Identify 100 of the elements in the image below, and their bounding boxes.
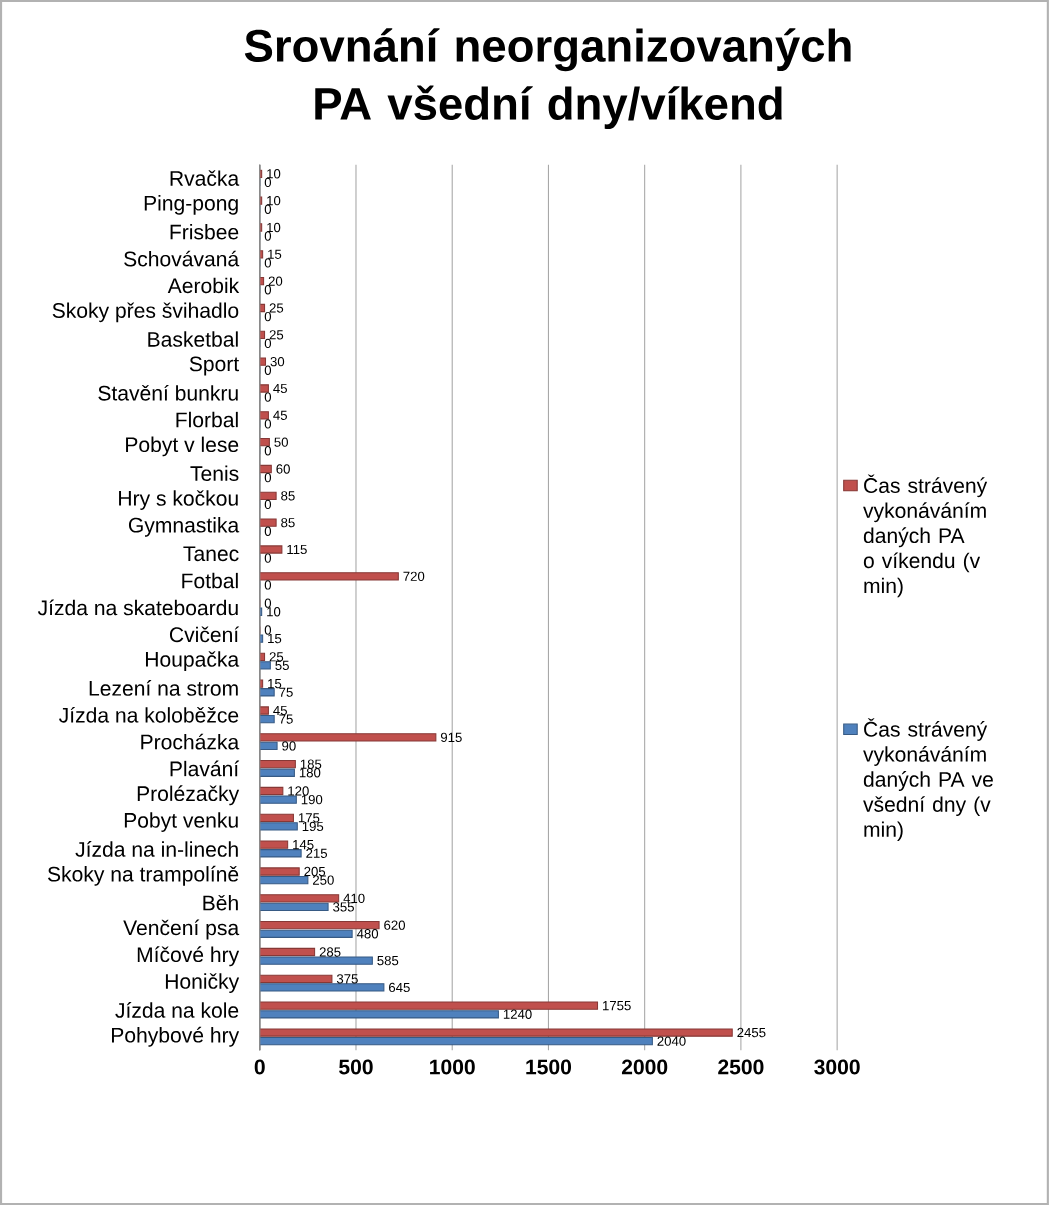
y-tick-label: Pobyt v lese [126, 436, 239, 457]
data-label: 0 [264, 204, 272, 214]
chart-title: Srovnání neorganizovaných PA všední dny/víkend [244, 28, 851, 130]
data-label: 285 [319, 947, 341, 957]
y-tick-label: Skoky přes švihadlo [52, 302, 239, 323]
y-tick-label: Pohybové hry [112, 1026, 240, 1047]
data-label: 215 [306, 848, 328, 858]
y-tick-label: Cvičení [170, 626, 240, 643]
x-tick-label: 0 [254, 1059, 265, 1075]
data-label: 55 [275, 660, 289, 671]
data-label: 0 [264, 419, 272, 429]
data-label: 205 [304, 866, 326, 877]
data-label: 0 [264, 258, 272, 268]
data-label: 2040 [657, 1036, 686, 1046]
data-label: 30 [270, 356, 285, 367]
y-tick-label: Lezení na strom [89, 680, 238, 696]
y-tick-label: Míčové hry [137, 946, 240, 967]
x-tick-label: 1500 [526, 1059, 572, 1075]
data-label: 15 [268, 679, 282, 689]
y-tick-label: Gymnastika [129, 517, 240, 537]
y-tick-label: Sport [189, 356, 240, 376]
data-label: 190 [301, 794, 323, 805]
data-label: 1755 [603, 1001, 631, 1011]
y-tick-label: Hry s kočkou [119, 490, 238, 510]
y-tick-label: Procházka [141, 733, 240, 750]
legend-label: Čas strávený vykonáváním daných PA ve všední dny (v min) [863, 718, 993, 842]
data-label: 25 [269, 652, 284, 662]
data-label: 25 [269, 303, 284, 313]
data-label: 10 [267, 195, 281, 206]
data-label: 0 [264, 177, 272, 188]
y-tick-label: Jízda na in-linech [75, 841, 238, 857]
y-tick-label: Honičky [166, 973, 240, 994]
data-label: 120 [288, 786, 309, 796]
data-label: 45 [273, 383, 288, 394]
data-label: 0 [264, 625, 272, 635]
y-tick-label: Běh [203, 894, 238, 911]
y-tick-label: Plavání [170, 760, 240, 777]
data-label: 0 [264, 526, 272, 536]
data-label: 175 [298, 813, 320, 823]
y-tick-label: Prolézačky [137, 785, 240, 806]
y-tick-label: Houpačka [146, 651, 240, 671]
legend-label: Čas strávený vykonáváním daných PA o víkendu (v min) [863, 474, 988, 598]
data-label: 0 [264, 472, 272, 483]
data-label: 195 [302, 821, 324, 832]
data-label: 180 [299, 768, 321, 778]
data-label: 10 [267, 169, 281, 179]
data-label: 0 [264, 446, 272, 456]
x-tick-label: 500 [339, 1059, 373, 1075]
data-label: 250 [313, 875, 334, 885]
x-tick-label: 1000 [430, 1059, 475, 1075]
y-tick-label: Venčení psa [123, 919, 240, 940]
data-label: 185 [300, 759, 322, 769]
data-label: 410 [343, 893, 365, 904]
y-tick-label: Tanec [183, 546, 239, 562]
data-label: 10 [267, 607, 281, 617]
data-label: 720 [403, 571, 425, 581]
data-label: 0 [264, 392, 272, 402]
data-label: 75 [279, 687, 293, 697]
data-label: 50 [274, 437, 289, 447]
data-label: 0 [264, 499, 272, 510]
y-tick-label: Ping-pong [144, 195, 238, 215]
data-label: 60 [276, 464, 290, 474]
y-tick-label: Basketbal [148, 331, 238, 347]
data-label: 0 [264, 553, 272, 563]
data-label: 85 [281, 491, 295, 501]
x-tick-label: 3000 [814, 1059, 860, 1075]
data-label: 0 [264, 598, 272, 608]
data-label: 2455 [737, 1027, 766, 1038]
data-label: 85 [281, 517, 295, 528]
y-tick-label: Tenis [190, 465, 239, 482]
data-label: 75 [279, 714, 293, 724]
data-label: 585 [377, 955, 399, 966]
y-tick-label: Jízda na skateboardu [37, 599, 238, 616]
y-tick-label: Fotbal [182, 572, 238, 589]
data-label: 45 [273, 410, 288, 420]
data-label: 0 [264, 580, 272, 590]
x-tick-label: 2500 [718, 1059, 764, 1075]
data-label: 480 [356, 929, 379, 939]
y-tick-label: Florbal [176, 411, 238, 428]
y-tick-label: Pobyt venku [124, 812, 238, 832]
y-tick-label: Jízda na koloběžce [59, 706, 239, 723]
y-tick-label: Stavění bunkru [98, 384, 238, 401]
data-label: 0 [264, 338, 272, 349]
y-tick-label: Skoky na trampolíně [48, 865, 239, 886]
data-label: 0 [264, 365, 272, 375]
y-tick-label: Schovávaná [124, 250, 240, 267]
y-tick-label: Rvačka [170, 170, 240, 186]
data-label: 145 [293, 840, 314, 850]
data-label: 90 [282, 741, 296, 751]
data-label: 15 [268, 634, 282, 644]
data-label: 645 [389, 982, 410, 993]
y-tick-label: Frisbee [170, 224, 239, 240]
data-label: 0 [264, 231, 272, 241]
x-tick-label: 2000 [622, 1059, 668, 1075]
data-label: 620 [384, 920, 406, 930]
data-label: 355 [333, 902, 355, 912]
y-tick-label: Jízda na kole [115, 1002, 239, 1018]
data-label: 0 [264, 285, 272, 295]
y-tick-label: Aerobik [167, 277, 240, 294]
data-label: 10 [267, 222, 281, 233]
